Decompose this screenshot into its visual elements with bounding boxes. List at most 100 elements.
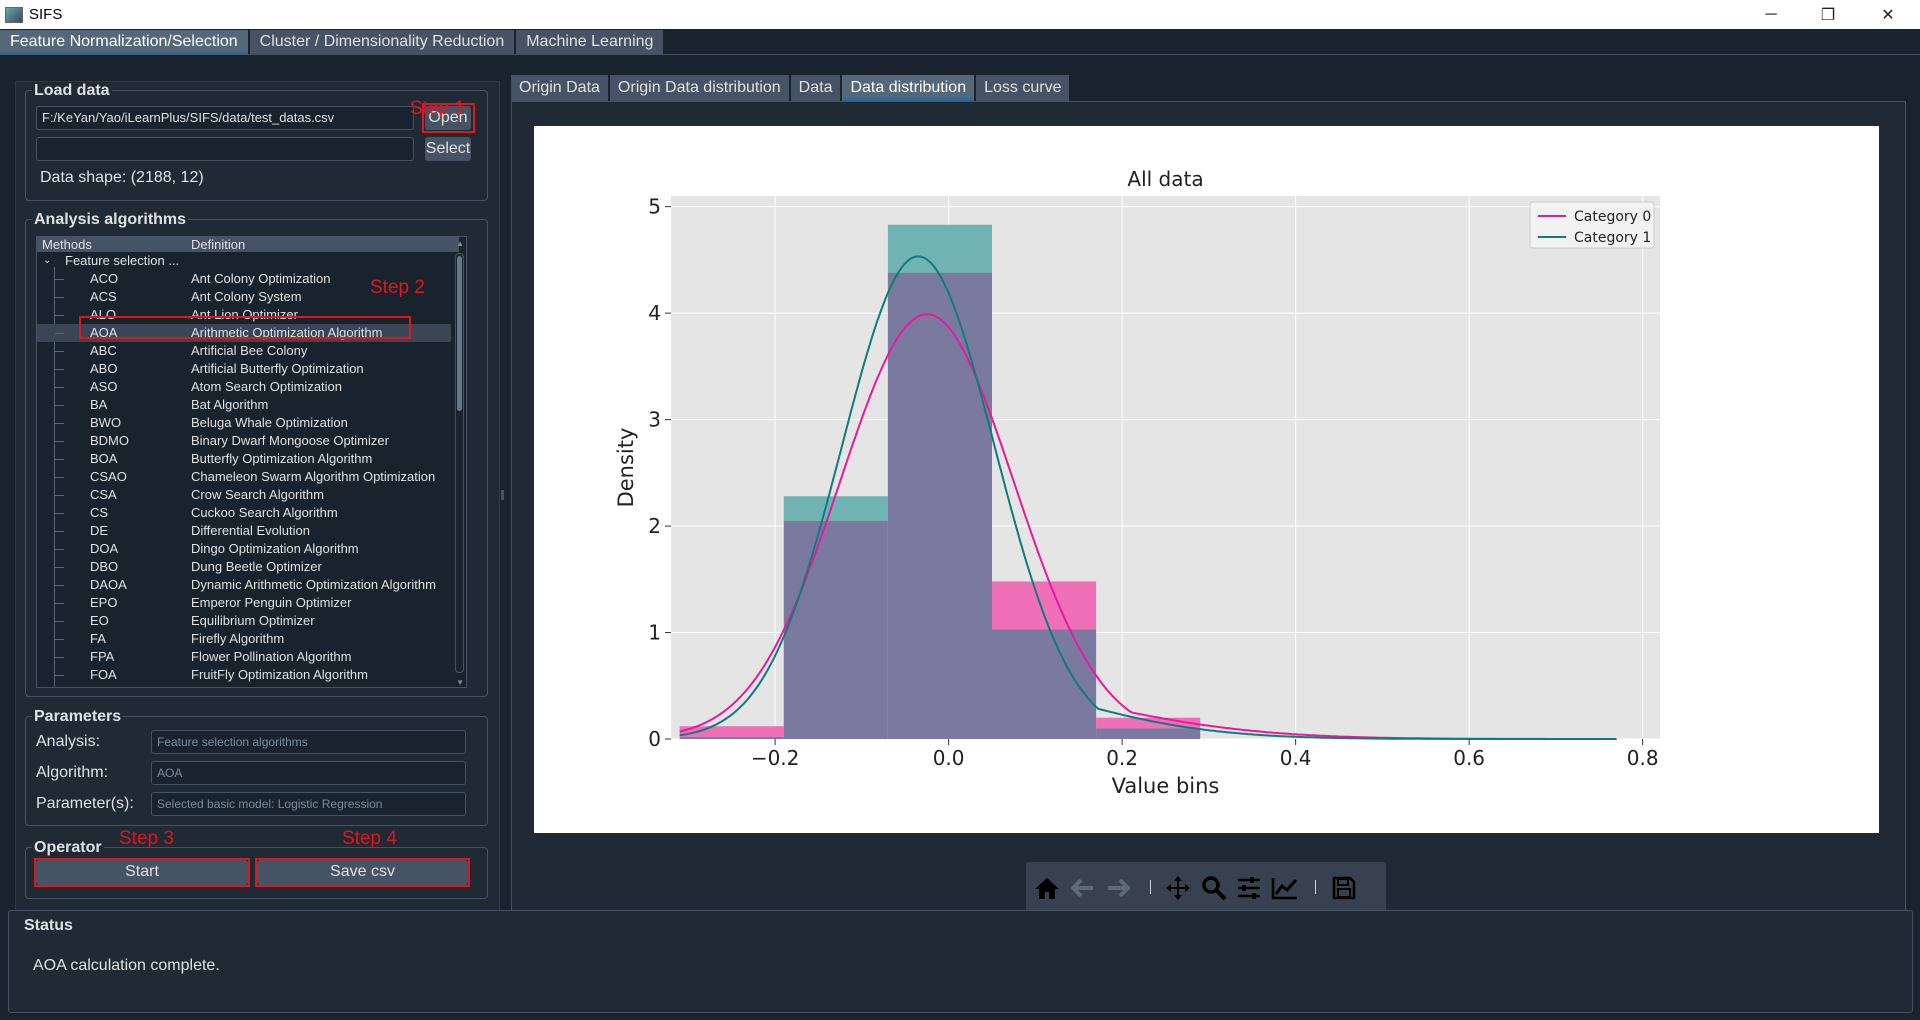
algorithm-param-label: Algorithm: xyxy=(36,764,109,781)
pan-icon[interactable] xyxy=(1161,871,1195,905)
tab-feature-normalization[interactable]: Feature Normalization/Selection xyxy=(0,30,248,54)
algorithm-tree[interactable]: Methods Definition ⌄ Feature selection .… xyxy=(36,236,467,688)
tab-data-distribution[interactable]: Data distribution xyxy=(842,75,975,101)
tab-cluster-dimensionality[interactable]: Cluster / Dimensionality Reduction xyxy=(249,30,515,54)
tree-row-ba[interactable]: BA Bat Algorithm xyxy=(37,396,451,414)
method-code: EPO xyxy=(90,595,118,610)
tree-branch-tick xyxy=(55,531,64,532)
method-code: ACS xyxy=(90,289,117,304)
scroll-down-icon[interactable]: ▼ xyxy=(456,678,464,687)
tree-row-aco[interactable]: ACO Ant Colony Optimization xyxy=(37,270,451,288)
save-csv-button[interactable]: Save csv xyxy=(257,860,468,885)
scrollbar-thumb[interactable] xyxy=(457,256,462,411)
tree-row-epo[interactable]: EPO Emperor Penguin Optimizer xyxy=(37,594,451,612)
tab-machine-learning[interactable]: Machine Learning xyxy=(516,30,664,54)
tree-row-boa[interactable]: BOA Butterfly Optimization Algorithm xyxy=(37,450,451,468)
method-code: FPA xyxy=(90,649,115,664)
legend-label-category-1: Category 1 xyxy=(1574,230,1651,246)
tree-row-cs[interactable]: CS Cuckoo Search Algorithm xyxy=(37,504,451,522)
method-code: BWO xyxy=(90,415,122,430)
tree-row-abc[interactable]: ABC Artificial Bee Colony xyxy=(37,342,451,360)
tree-row-alo[interactable]: ALO Ant Lion Optimizer xyxy=(37,306,451,324)
edit-axis-icon[interactable] xyxy=(1268,871,1302,905)
tree-branch-tick xyxy=(55,675,64,676)
tree-branch-tick xyxy=(55,279,64,280)
main-content: Load data F:/KeYan/Yao/iLearnPlus/SIFS/d… xyxy=(0,54,1920,1020)
histogram-bar-overlap xyxy=(1096,728,1201,739)
method-code: BA xyxy=(90,397,108,412)
tree-row-foa[interactable]: FOA FruitFly Optimization Algorithm xyxy=(37,666,451,684)
file-path-input[interactable]: F:/KeYan/Yao/iLearnPlus/SIFS/data/test_d… xyxy=(36,106,414,130)
step1-highlight xyxy=(422,103,475,133)
histogram-bar-overlap xyxy=(887,272,992,739)
tree-row-dbo[interactable]: DBO Dung Beetle Optimizer xyxy=(37,558,451,576)
zoom-icon[interactable] xyxy=(1197,871,1231,905)
tab-loss-curve[interactable]: Loss curve xyxy=(976,75,1070,101)
tree-branch-tick xyxy=(55,333,64,334)
params-field[interactable]: Selected basic model: Logistic Regressio… xyxy=(151,792,466,816)
tree-branch-tick xyxy=(55,585,64,586)
chevron-down-icon[interactable]: ⌄ xyxy=(43,255,52,266)
start-button[interactable]: Start xyxy=(36,860,248,885)
configure-subplots-icon[interactable] xyxy=(1232,871,1266,905)
tree-branch-tick xyxy=(55,387,64,388)
analysis-title: Analysis algorithms xyxy=(32,211,189,229)
tree-branch-tick xyxy=(55,351,64,352)
operator-group: Operator Start Save csv xyxy=(25,839,488,899)
tree-row-fpa[interactable]: FPA Flower Pollination Algorithm xyxy=(37,648,451,666)
y-tick-label: 3 xyxy=(648,408,661,432)
tree-row-fa[interactable]: FA Firefly Algorithm xyxy=(37,630,451,648)
tree-row-csa[interactable]: CSA Crow Search Algorithm xyxy=(37,486,451,504)
tree-row-daoa[interactable]: DAOA Dynamic Arithmetic Optimization Algo… xyxy=(37,576,451,594)
save-figure-icon[interactable] xyxy=(1327,871,1361,905)
tree-row-aso[interactable]: ASO Atom Search Optimization xyxy=(37,378,451,396)
tree-row-acs[interactable]: ACS Ant Colony System xyxy=(37,288,451,306)
tree-row-abo[interactable]: ABO Artificial Butterfly Optimization xyxy=(37,360,451,378)
method-code: AOA xyxy=(90,325,118,340)
algorithm-param-field[interactable]: AOA xyxy=(151,761,466,785)
step1-label: Step 1 xyxy=(410,98,465,119)
tree-group-feature-selection[interactable]: ⌄ Feature selection ... xyxy=(37,252,451,270)
col-definition[interactable]: Definition xyxy=(191,237,246,252)
method-code: FA xyxy=(90,631,106,646)
y-axis-label: Density xyxy=(614,428,638,508)
select-input[interactable] xyxy=(36,137,414,161)
step2-label: Step 2 xyxy=(370,277,425,298)
method-code: EO xyxy=(90,613,109,628)
parameters-title: Parameters xyxy=(32,708,124,726)
tree-row-doa[interactable]: DOA Dingo Optimization Algorithm xyxy=(37,540,451,558)
method-definition: Ant Colony Optimization xyxy=(191,271,331,286)
tree-row-bwo[interactable]: BWO Beluga Whale Optimization xyxy=(37,414,451,432)
tree-row-csao[interactable]: CSAO Chameleon Swarm Algorithm Optimizati… xyxy=(37,468,451,486)
tab-origin-data-distribution[interactable]: Origin Data distribution xyxy=(609,75,789,101)
open-button[interactable]: Open xyxy=(425,106,471,130)
analysis-param-field[interactable]: Feature selection algorithms xyxy=(151,730,466,754)
close-icon[interactable]: ✕ xyxy=(1881,6,1895,24)
tab-data[interactable]: Data xyxy=(790,75,841,101)
tree-branch-tick xyxy=(55,297,64,298)
scroll-up-icon[interactable]: ▲ xyxy=(456,239,464,248)
method-code: CSA xyxy=(90,487,117,502)
tab-origin-data[interactable]: Origin Data xyxy=(511,75,608,101)
minimize-icon[interactable]: ─ xyxy=(1765,5,1777,23)
col-methods[interactable]: Methods xyxy=(42,237,92,252)
method-definition: Bat Algorithm xyxy=(191,397,269,412)
x-tick-label: 0.4 xyxy=(1280,746,1312,770)
splitter-handle[interactable] xyxy=(501,490,504,500)
method-code: BDMO xyxy=(90,433,129,448)
tree-scrollbar[interactable] xyxy=(455,253,464,673)
tree-row-eo[interactable]: EO Equilibrium Optimizer xyxy=(37,612,451,630)
plot-canvas[interactable]: −0.2 0.0 0.2 0.4 0.6 0.8 0 1 2 3 4 5 All data Value b… xyxy=(534,126,1879,833)
step3-highlight xyxy=(34,858,250,887)
operator-title: Operator xyxy=(32,839,104,857)
method-definition: Emperor Penguin Optimizer xyxy=(191,595,352,610)
select-button[interactable]: Select xyxy=(425,137,471,161)
maximize-icon[interactable]: ❐ xyxy=(1820,6,1836,24)
method-definition: Cuckoo Search Algorithm xyxy=(191,505,338,520)
tree-row-de[interactable]: DE Differential Evolution xyxy=(37,522,451,540)
analysis-group: Analysis algorithms Methods Definition ⌄… xyxy=(25,211,488,697)
tree-branch-tick xyxy=(55,459,64,460)
tree-row-bdmo[interactable]: BDMO Binary Dwarf Mongoose Optimizer xyxy=(37,432,451,450)
home-icon[interactable] xyxy=(1030,871,1064,905)
x-tick-label: 0.2 xyxy=(1106,746,1138,770)
